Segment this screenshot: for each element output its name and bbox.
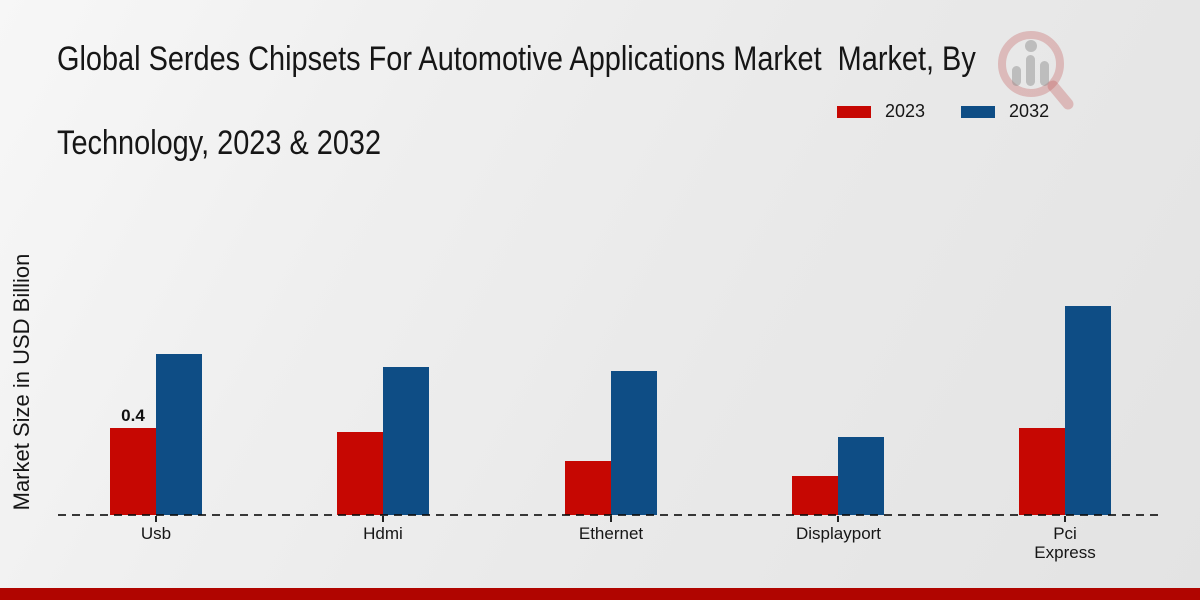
bar-2032-ethernet: [611, 371, 657, 515]
category-label-hdmi: Hdmi: [363, 524, 403, 543]
bar-2023-pci-express: [1019, 428, 1065, 515]
x-axis-tick: [1064, 516, 1066, 522]
legend: 2023 2032: [837, 101, 1049, 122]
chart-title-line1: Global Serdes Chipsets For Automotive Ap…: [57, 40, 976, 78]
bar-2032-pci-express: [1065, 306, 1111, 515]
x-axis-tick: [382, 516, 384, 522]
bar-2023-hdmi: [337, 432, 383, 515]
legend-swatch-icon: [837, 105, 871, 118]
x-axis-tick: [837, 516, 839, 522]
bar-value-annotation: 0.4: [121, 406, 145, 425]
x-axis-tick: [610, 516, 612, 522]
category-label-pci-express: Pci Express: [1034, 524, 1096, 562]
footer-accent-band: [0, 588, 1200, 600]
magnifier-bar-chart-logo-icon: [995, 26, 1080, 119]
x-axis-tick: [155, 516, 157, 522]
chart-title-line2: Technology, 2023 & 2032: [57, 124, 382, 162]
legend-item-2023: 2023: [837, 101, 925, 122]
bar-2032-hdmi: [383, 367, 429, 515]
bar-2032-displayport: [838, 437, 884, 515]
bar-2023-usb: [110, 428, 156, 515]
category-label-ethernet: Ethernet: [578, 524, 644, 543]
category-label-usb: Usb: [140, 524, 172, 543]
legend-swatch-icon: [961, 105, 996, 118]
legend-label: 2032: [1009, 101, 1050, 121]
legend-label: 2023: [885, 101, 926, 121]
bar-2023-ethernet: [565, 461, 611, 515]
category-label-displayport: Displayport: [796, 524, 882, 543]
bar-2023-displayport: [792, 476, 838, 515]
chart-title: Global Serdes Chipsets For Automotive Ap…: [57, 38, 976, 164]
x-axis-dashed-baseline: [58, 514, 1160, 516]
bar-2032-usb: [156, 354, 202, 515]
legend-item-2032: 2032: [961, 101, 1049, 122]
